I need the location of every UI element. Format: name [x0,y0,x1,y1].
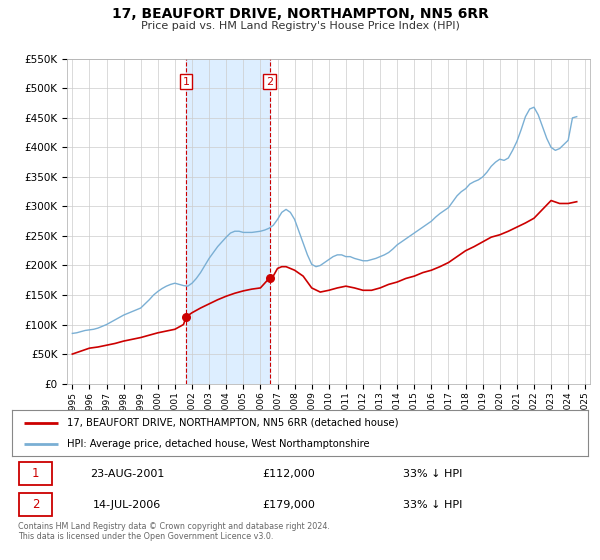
Text: HPI: Average price, detached house, West Northamptonshire: HPI: Average price, detached house, West… [67,439,370,449]
FancyBboxPatch shape [19,493,52,516]
Point [181,313,191,322]
Text: £179,000: £179,000 [262,500,315,510]
Text: 33% ↓ HPI: 33% ↓ HPI [403,500,462,510]
FancyBboxPatch shape [19,463,52,485]
Bar [186,59,269,384]
Text: 33% ↓ HPI: 33% ↓ HPI [403,469,462,479]
Text: 17, BEAUFORT DRIVE, NORTHAMPTON, NN5 6RR (detached house): 17, BEAUFORT DRIVE, NORTHAMPTON, NN5 6RR… [67,418,398,428]
Text: 23-AUG-2001: 23-AUG-2001 [90,469,164,479]
Text: 2: 2 [266,77,273,87]
Text: £112,000: £112,000 [262,469,315,479]
Text: Price paid vs. HM Land Registry's House Price Index (HPI): Price paid vs. HM Land Registry's House … [140,21,460,31]
Text: 1: 1 [32,467,40,480]
Text: 17, BEAUFORT DRIVE, NORTHAMPTON, NN5 6RR: 17, BEAUFORT DRIVE, NORTHAMPTON, NN5 6RR [112,7,488,21]
Text: Contains HM Land Registry data © Crown copyright and database right 2024.
This d: Contains HM Land Registry data © Crown c… [18,522,330,542]
Point [265,273,274,282]
Text: 14-JUL-2006: 14-JUL-2006 [93,500,161,510]
Text: 2: 2 [32,498,40,511]
Text: 1: 1 [182,77,190,87]
